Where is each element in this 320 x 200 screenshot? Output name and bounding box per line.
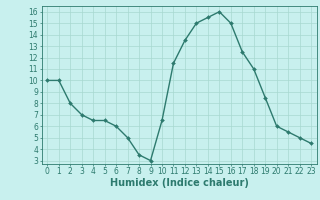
X-axis label: Humidex (Indice chaleur): Humidex (Indice chaleur) <box>110 178 249 188</box>
